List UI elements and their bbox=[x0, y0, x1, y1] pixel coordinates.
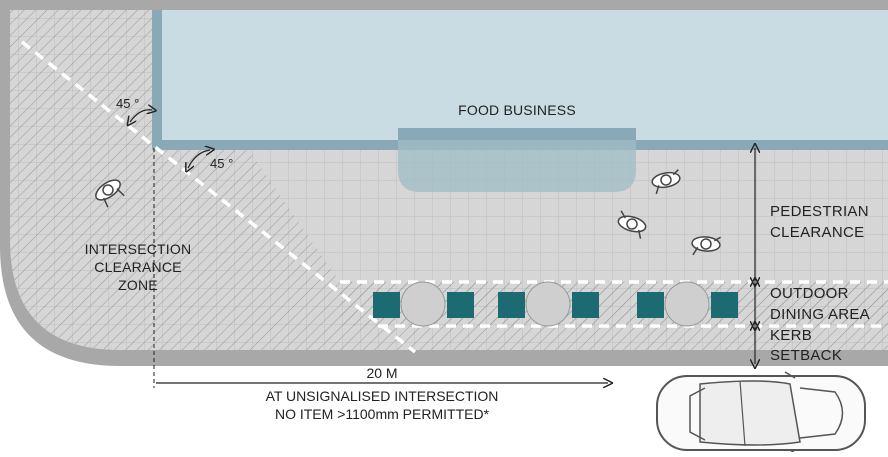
intersection-clearance-zone bbox=[10, 10, 888, 350]
angle-arc-bottom bbox=[188, 150, 210, 168]
rule-line-1: AT UNSIGNALISED INTERSECTION bbox=[266, 388, 499, 404]
table-with-chairs-icon bbox=[373, 281, 474, 327]
svg-text:CLEARANCE: CLEARANCE bbox=[94, 259, 181, 275]
svg-text:SETBACK: SETBACK bbox=[770, 347, 842, 364]
dining-tables bbox=[373, 281, 738, 327]
pedestrian-clearance-label: PEDESTRIAN CLEARANCE bbox=[770, 203, 869, 241]
awning bbox=[398, 128, 636, 192]
svg-text:OUTDOOR: OUTDOOR bbox=[770, 285, 849, 302]
pedestrian-top-view-icon bbox=[617, 210, 647, 239]
distance-label: 20 M bbox=[366, 365, 397, 381]
rule-line-2: NO ITEM >1100mm PERMITTED* bbox=[275, 406, 490, 422]
svg-text:INTERSECTION: INTERSECTION bbox=[85, 241, 192, 257]
pedestrian-top-view-icon bbox=[651, 169, 681, 195]
table-with-chairs-icon bbox=[498, 281, 599, 327]
angle-top-label: 45 ° bbox=[116, 96, 139, 111]
angle-bottom-label: 45 ° bbox=[210, 156, 233, 171]
angle-arc-top bbox=[130, 110, 152, 122]
table-with-chairs-icon bbox=[637, 281, 738, 327]
svg-text:CLEARANCE: CLEARANCE bbox=[770, 224, 864, 241]
pedestrian-top-view-icon bbox=[95, 179, 125, 208]
svg-text:PEDESTRIAN: PEDESTRIAN bbox=[770, 203, 869, 220]
food-business-label: FOOD BUSINESS bbox=[458, 102, 576, 118]
dashed-boundaries bbox=[20, 40, 888, 354]
car-top-view-icon bbox=[656, 371, 866, 457]
svg-text:KERB: KERB bbox=[770, 327, 812, 344]
svg-text:DINING AREA: DINING AREA bbox=[770, 306, 870, 323]
outdoor-dining-label: OUTDOOR DINING AREA bbox=[770, 285, 870, 323]
svg-text:ZONE: ZONE bbox=[118, 277, 158, 293]
pedestrian-top-view-icon bbox=[691, 236, 722, 256]
kerb-setback-label: KERB SETBACK bbox=[770, 327, 842, 364]
intersection-zone-label: INTERSECTION CLEARANCE ZONE bbox=[85, 241, 192, 293]
